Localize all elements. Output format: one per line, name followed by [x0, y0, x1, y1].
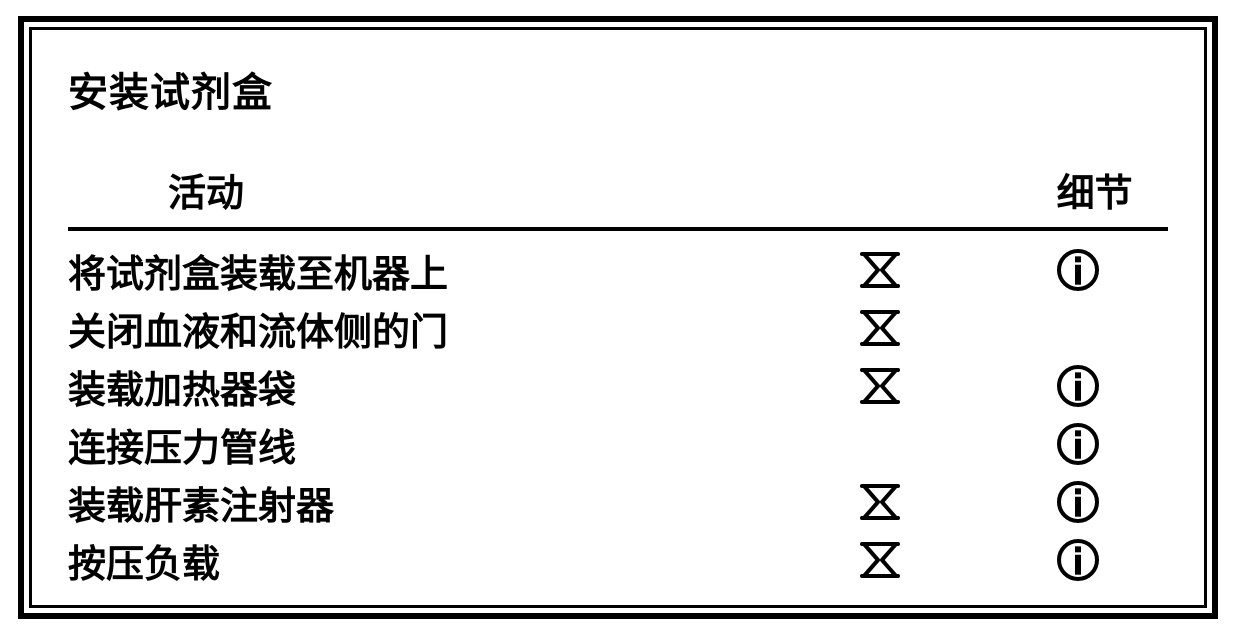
header-divider	[68, 227, 1168, 231]
table-header-row: 活动 细节	[68, 162, 1168, 227]
task-row: 将试剂盒装载至机器上	[68, 241, 1168, 299]
info-icon[interactable]	[998, 365, 1158, 407]
info-icon[interactable]	[998, 249, 1158, 291]
info-icon[interactable]	[998, 423, 1158, 465]
task-label: 按压负载	[68, 533, 858, 588]
info-icon[interactable]	[998, 481, 1158, 523]
task-row: 装载肝素注射器	[68, 473, 1168, 531]
task-row: 关闭血液和流体侧的门	[68, 299, 1168, 357]
hourglass-icon	[858, 480, 998, 524]
info-icon[interactable]	[998, 539, 1158, 581]
hourglass-icon	[858, 306, 998, 350]
panel-inner-frame: 安装试剂盒 活动 细节 将试剂盒装载至机器上 关闭血液和流体侧的门 装载加热器袋…	[29, 27, 1207, 608]
task-label: 装载加热器袋	[68, 359, 858, 414]
task-row: 按压负载	[68, 531, 1168, 589]
task-label: 装载肝素注射器	[68, 475, 858, 530]
hourglass-icon	[858, 364, 998, 408]
task-row: 装载加热器袋	[68, 357, 1168, 415]
header-activity: 活动	[68, 162, 893, 217]
hourglass-icon	[858, 538, 998, 582]
header-detail: 细节	[1021, 162, 1168, 217]
task-label: 将试剂盒装载至机器上	[68, 243, 858, 298]
task-list: 将试剂盒装载至机器上 关闭血液和流体侧的门 装载加热器袋 连接压力管线 装载肝素…	[68, 241, 1168, 589]
task-label: 连接压力管线	[68, 417, 858, 472]
task-row: 连接压力管线	[68, 415, 1168, 473]
task-label: 关闭血液和流体侧的门	[68, 301, 858, 356]
hourglass-icon	[858, 248, 998, 292]
panel-title: 安装试剂盒	[68, 60, 1168, 118]
panel-outer-frame: 安装试剂盒 活动 细节 将试剂盒装载至机器上 关闭血液和流体侧的门 装载加热器袋…	[18, 16, 1218, 619]
